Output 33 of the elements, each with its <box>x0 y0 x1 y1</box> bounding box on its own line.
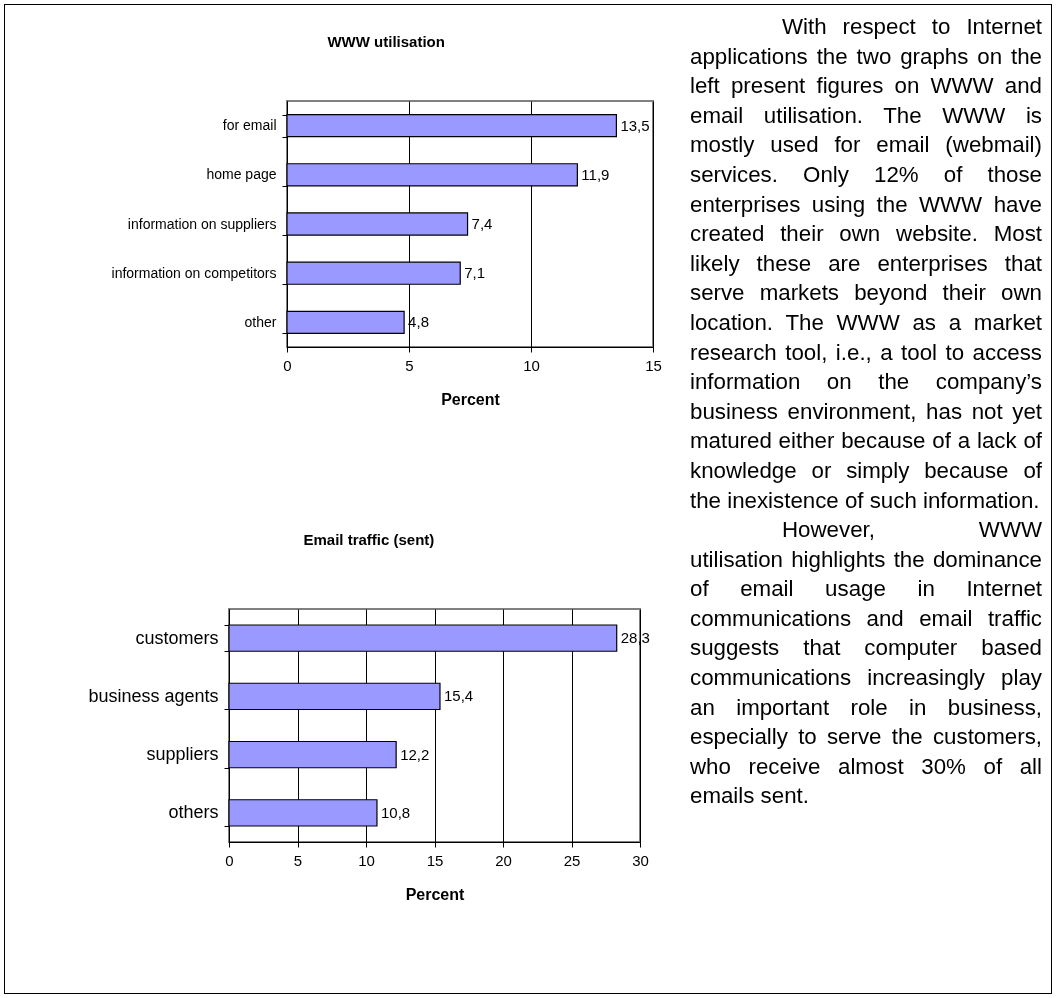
x-tick-label: 5 <box>293 851 303 869</box>
y-tick-label: for email <box>222 117 277 134</box>
y-tick-label: business agents <box>88 685 219 706</box>
y-tick-label: others <box>168 802 219 823</box>
chart-title: Email traffic (sent) <box>303 531 435 548</box>
x-tick-label: 20 <box>495 851 512 869</box>
x-tick-label: 15 <box>426 851 444 869</box>
text: With respect to Internet applications the two graphs on the left present figures on WWW and email utilisation. The WWW is mostly used for email (webmail) services. Only 12% of those enterprises using the WWW have created their own website. Most likely these are enterprises that serve markets beyond their own location. The WWW as a market research tool, i.e., a tool to access information on the company’s business environment, has not yet matured either because of a lack of knowledge or simply because of the inexistence of such information. <box>690 14 1042 513</box>
y-tick-label: home page <box>206 166 277 183</box>
y-tick-label: suppliers <box>146 744 219 765</box>
data-label: 12,2 <box>400 745 430 763</box>
x-tick-label: 25 <box>563 851 581 869</box>
data-label: 15,4 <box>443 687 474 705</box>
x-tick-label: 30 <box>632 851 649 869</box>
y-tick-label: other <box>244 313 277 330</box>
data-label: 11,9 <box>581 165 610 183</box>
data-label: 10,8 <box>380 803 411 821</box>
chart-title: WWW utilisation <box>327 33 445 50</box>
x-axis-title: Percent <box>441 390 501 408</box>
y-tick-label: customers <box>135 627 219 648</box>
x-tick-label: 0 <box>283 356 292 374</box>
x-tick-label: 10 <box>523 356 540 374</box>
data-label: 13,5 <box>620 116 650 134</box>
y-tick-label: information on suppliers <box>127 215 277 232</box>
data-label: 7,4 <box>471 215 493 232</box>
x-tick-label: 0 <box>225 851 234 869</box>
x-tick-label: 15 <box>645 356 662 374</box>
x-tick-label: 10 <box>358 851 375 869</box>
text: However, WWW utilisation highlights the dominance of email usage in Internet communications and email traffic suggests that computer based communications increasingly play an important role in business, especially to serve the customers, who receive almost 30% of all emails sent. <box>690 517 1042 809</box>
y-tick-label: information on competitors <box>111 264 277 281</box>
x-axis-title: Percent <box>405 885 466 903</box>
data-label: 7,1 <box>464 264 486 282</box>
x-tick-label: 5 <box>405 356 414 374</box>
